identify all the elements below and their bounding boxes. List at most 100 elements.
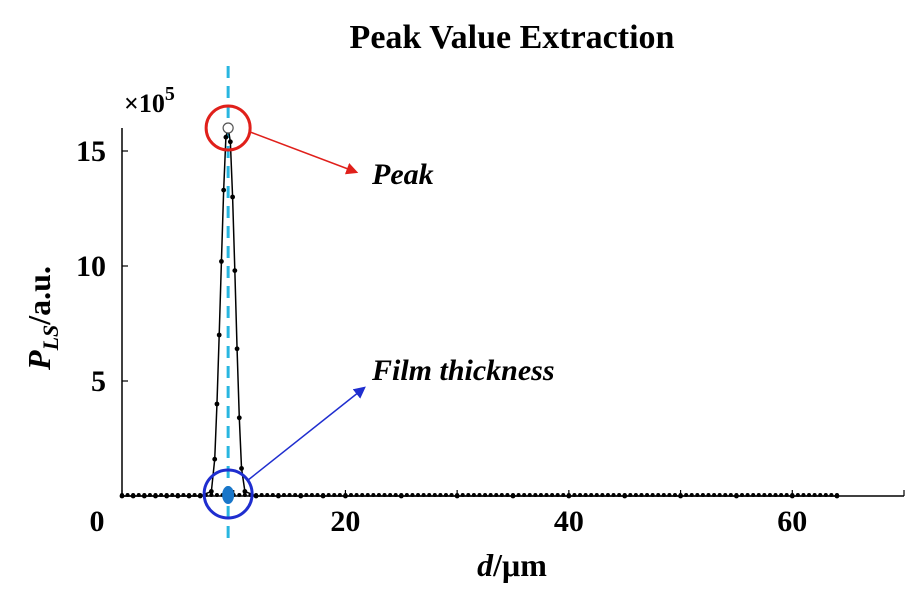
baseline-point — [466, 493, 471, 497]
baseline-point — [287, 493, 292, 497]
baseline-point — [494, 493, 499, 497]
baseline-point — [684, 493, 689, 497]
baseline-point — [399, 493, 404, 497]
baseline-point — [511, 493, 515, 497]
data-point — [234, 346, 240, 352]
baseline-point — [337, 493, 342, 497]
baseline-point — [555, 493, 560, 497]
baseline-point — [672, 493, 677, 497]
baseline-point — [767, 493, 772, 497]
ticks: 0 20 40 60 5 10 15 — [76, 135, 905, 538]
baseline-point — [281, 493, 286, 497]
baseline-point — [751, 493, 756, 497]
data-point — [221, 187, 227, 193]
baseline-point — [550, 493, 555, 497]
series — [119, 125, 840, 499]
baseline-point — [449, 493, 454, 497]
baseline-point — [740, 493, 745, 497]
baseline-point — [678, 493, 683, 497]
data-point — [242, 489, 248, 494]
baseline-point — [578, 493, 583, 497]
baseline-point — [790, 493, 795, 497]
baseline-point — [175, 493, 180, 497]
baseline-point — [159, 493, 164, 497]
baseline-point — [242, 493, 247, 497]
data-point — [212, 456, 218, 462]
baseline-point — [209, 493, 214, 497]
baseline-point — [505, 493, 510, 497]
baseline-point — [214, 493, 219, 497]
baseline-point — [460, 493, 465, 497]
peak-arrow — [249, 131, 359, 175]
x-tick-label: 60 — [777, 505, 807, 538]
data-point — [227, 139, 233, 145]
baseline-point — [784, 493, 789, 497]
baseline-point — [633, 493, 638, 497]
axes — [121, 128, 904, 497]
baseline-point — [321, 493, 326, 497]
baseline-point — [131, 493, 136, 497]
baseline-point — [656, 493, 661, 497]
baseline-point — [600, 493, 605, 497]
baseline-point — [360, 493, 365, 497]
baseline-point — [198, 493, 203, 497]
baseline-point — [723, 493, 728, 497]
baseline-point — [829, 493, 834, 497]
baseline-point — [544, 493, 549, 497]
baseline-point — [471, 493, 476, 497]
baseline-point — [779, 493, 784, 497]
baseline-point — [332, 493, 337, 497]
baseline-point — [516, 493, 521, 497]
baseline-point — [667, 493, 672, 497]
baseline-point — [276, 493, 281, 497]
baseline-point — [265, 493, 270, 497]
baseline-point — [628, 493, 633, 497]
y-tick-label: 15 — [76, 135, 106, 168]
baseline-point — [594, 493, 599, 497]
baseline-point — [818, 493, 823, 497]
baseline-point — [645, 493, 650, 497]
baseline-point — [617, 493, 622, 497]
x-tick-label: 0 — [90, 505, 105, 538]
thickness-point — [222, 486, 235, 504]
x-tick-label: 20 — [330, 505, 360, 538]
baseline-point — [717, 493, 722, 497]
baseline-point — [812, 493, 817, 497]
data-point — [223, 134, 229, 140]
baseline-point — [522, 493, 527, 497]
baseline-point — [432, 493, 437, 497]
baseline-point — [421, 493, 426, 497]
chart-title: Peak Value Extraction — [350, 19, 675, 56]
baseline-point — [583, 493, 588, 497]
baseline-point — [734, 493, 739, 497]
baseline-point — [605, 493, 610, 497]
baseline-point — [499, 493, 504, 497]
baseline-point — [192, 493, 197, 497]
y-tick-label: 5 — [91, 365, 106, 398]
baseline-point — [125, 493, 130, 497]
baseline-point — [527, 493, 532, 497]
baseline-point — [309, 493, 314, 497]
baseline-point — [807, 493, 812, 497]
x-tick-label: 40 — [554, 505, 584, 538]
baseline-point — [153, 493, 158, 497]
baseline-point — [443, 493, 448, 497]
baseline-point — [164, 493, 169, 497]
baseline-point — [343, 493, 348, 497]
baseline-point — [477, 493, 482, 497]
y-tick-label: 10 — [76, 250, 106, 283]
data-point — [232, 268, 238, 273]
baseline-point — [365, 493, 370, 497]
baseline-point — [326, 493, 331, 497]
data-point — [236, 415, 242, 421]
baseline-point — [382, 493, 387, 497]
markers: Peak Film thickness — [202, 104, 555, 520]
baseline-point — [142, 493, 147, 497]
baseline-point — [533, 493, 538, 497]
baseline-point — [254, 493, 259, 497]
baseline-point — [354, 493, 359, 497]
baseline-point — [187, 493, 192, 497]
baseline-point — [689, 493, 694, 497]
baseline-point — [438, 493, 443, 497]
